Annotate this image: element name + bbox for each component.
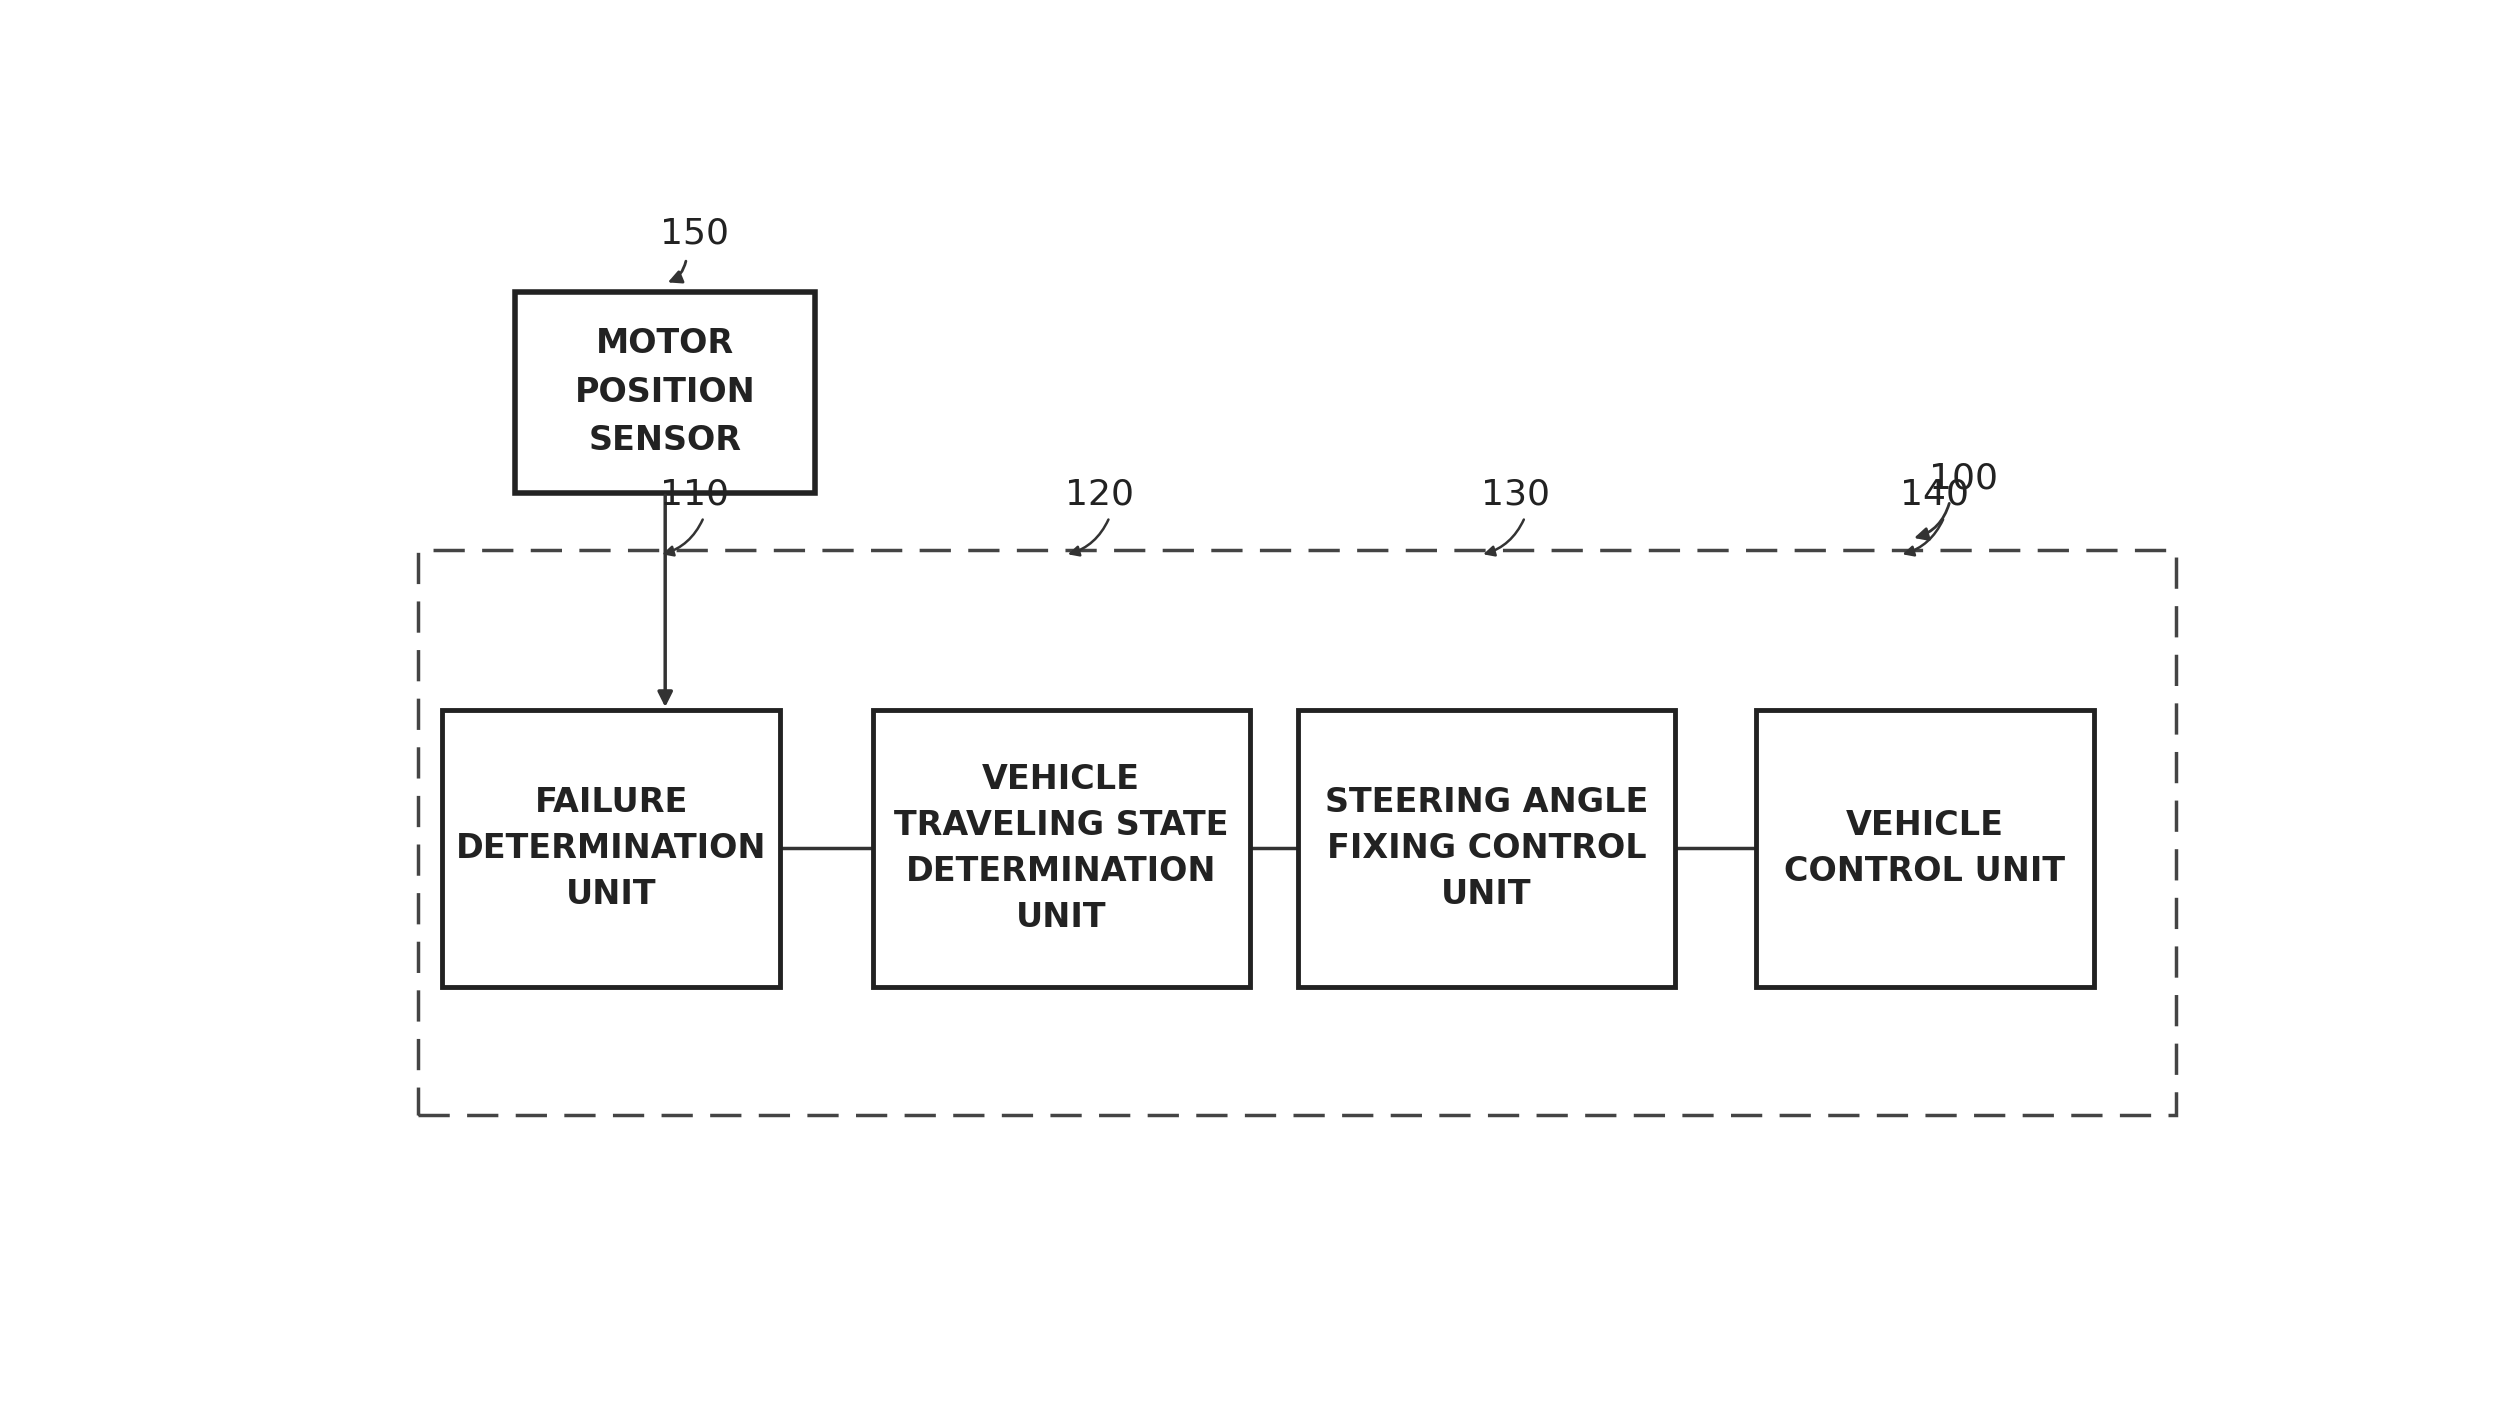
Text: 130: 130 xyxy=(1481,477,1551,512)
Text: 150: 150 xyxy=(661,217,728,251)
Text: VEHICLE
CONTROL UNIT: VEHICLE CONTROL UNIT xyxy=(1785,809,2064,888)
Text: MOTOR
POSITION
SENSOR: MOTOR POSITION SENSOR xyxy=(576,327,755,457)
Bar xyxy=(419,549,2176,1115)
Bar xyxy=(873,710,1249,986)
Bar xyxy=(1299,710,1675,986)
Bar xyxy=(1755,710,2094,986)
Bar xyxy=(516,292,815,492)
Text: 120: 120 xyxy=(1065,477,1134,512)
Text: 100: 100 xyxy=(1930,461,1997,495)
Text: STEERING ANGLE
FIXING CONTROL
UNIT: STEERING ANGLE FIXING CONTROL UNIT xyxy=(1324,786,1648,912)
Text: 110: 110 xyxy=(661,477,728,512)
Text: 140: 140 xyxy=(1900,477,1969,512)
Text: FAILURE
DETERMINATION
UNIT: FAILURE DETERMINATION UNIT xyxy=(456,786,765,912)
Bar xyxy=(441,710,780,986)
Text: VEHICLE
TRAVELING STATE
DETERMINATION
UNIT: VEHICLE TRAVELING STATE DETERMINATION UN… xyxy=(895,763,1229,934)
